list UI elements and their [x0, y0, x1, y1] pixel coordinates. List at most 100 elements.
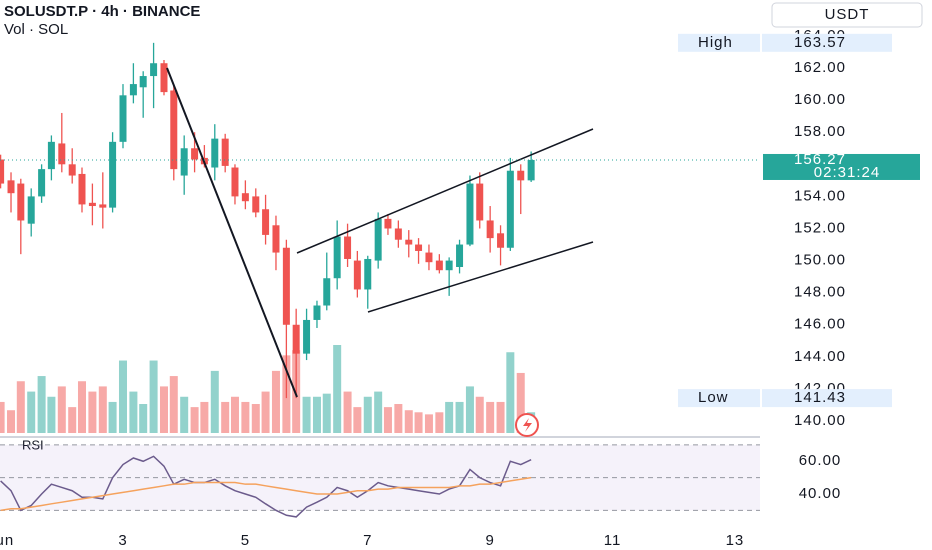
volume-bar [149, 360, 158, 433]
candle-body [374, 218, 382, 261]
candle-body [313, 305, 321, 320]
volume-bar [251, 404, 260, 433]
volume-bar [169, 376, 178, 433]
x-tick-label: 11 [604, 532, 622, 549]
candle-body [506, 170, 514, 248]
volume-bar [27, 391, 36, 433]
volume-bar [88, 391, 97, 433]
y-tick-label: 144.00 [794, 348, 846, 365]
channel-lower [367, 241, 594, 313]
candle-body [272, 225, 280, 253]
volume-bar [496, 401, 505, 433]
candle-body [344, 236, 352, 259]
volume-bar [261, 391, 270, 433]
volume-bar [47, 396, 56, 433]
x-tick-label: 3 [118, 532, 127, 549]
candle-body [415, 244, 423, 251]
volume-bar [16, 381, 25, 433]
volume-bar [230, 396, 239, 433]
volume-bar [180, 396, 189, 433]
chart-title: SOLUSDT.P · 4h · BINANCE [4, 3, 200, 20]
volume-bar [0, 401, 5, 433]
volume-bar [486, 401, 495, 433]
volume-bar [312, 396, 321, 433]
candle-body [99, 204, 107, 208]
volume-bar [394, 404, 403, 433]
volume-bar [475, 396, 484, 433]
volume-bar [129, 391, 138, 433]
candle-body [252, 196, 260, 213]
x-tick-label: Jun [0, 532, 14, 549]
currency-button[interactable] [771, 2, 923, 28]
candle-body [109, 141, 117, 208]
volume-bar [210, 370, 219, 433]
volume-bar [353, 407, 362, 433]
y-tick-label: 162.00 [794, 59, 846, 76]
candle-body [323, 278, 331, 306]
candle-body [78, 173, 86, 205]
annotation-value: 141.43 [794, 389, 846, 406]
candle-body [38, 169, 46, 197]
volume-bar [374, 391, 383, 433]
candle-body [497, 233, 505, 248]
candle-body [466, 183, 474, 245]
candle-body [170, 90, 178, 170]
annotation-value-box [762, 389, 892, 408]
volume-bar [333, 345, 342, 433]
volume-bar [445, 401, 454, 433]
volume-bar [322, 393, 331, 433]
volume-bar [37, 376, 46, 433]
annotation-tag [678, 389, 760, 408]
candle-body [88, 202, 96, 207]
x-tick-label: 9 [485, 532, 494, 549]
volume-bar [506, 352, 515, 433]
y-tick-label: 146.00 [794, 316, 846, 333]
volume-bar [363, 396, 372, 433]
candle-body [129, 84, 137, 96]
volume-bar [98, 386, 107, 433]
candle-body [191, 148, 199, 160]
volume-bar [424, 414, 433, 433]
indicator-title: RSI [22, 437, 44, 452]
y-tick-label: 160.00 [794, 91, 846, 108]
candle-body [364, 258, 372, 290]
price-pane [0, 42, 536, 433]
candle-body [211, 138, 219, 168]
last-price: 156.27 [794, 151, 846, 168]
candle-body [58, 143, 66, 165]
volume-bar [455, 401, 464, 433]
volume-label: Vol · SOL [4, 21, 68, 38]
candle-body [241, 193, 249, 202]
candle-body [435, 260, 443, 271]
volume-bar [343, 391, 352, 433]
rsi-tick-label: 40.00 [799, 485, 842, 502]
candle-body [394, 228, 402, 240]
volume-bar [57, 386, 66, 433]
rsi-line [0, 476, 532, 512]
event-icon-bolt [523, 418, 532, 432]
last-price-tag [763, 153, 920, 180]
volume-bar [221, 401, 230, 433]
candle-body [425, 252, 433, 263]
candle-body [405, 239, 413, 245]
y-tick-label: 158.00 [794, 123, 846, 140]
volume-bar [139, 404, 148, 433]
candle-body [486, 220, 494, 239]
candle-body [17, 183, 25, 221]
candle-body [476, 183, 484, 221]
channel-upper [296, 128, 594, 254]
volume-bar [118, 360, 127, 433]
volume-bar [271, 370, 280, 433]
volume-bar [200, 401, 209, 433]
candle-body [353, 260, 361, 290]
annotation-value: 163.57 [794, 34, 846, 51]
volume-bar [108, 401, 117, 433]
x-tick-label: 5 [241, 532, 250, 549]
candle-body [119, 95, 127, 142]
annotation-tag [678, 33, 760, 52]
candle-body [333, 236, 341, 279]
volume-bar [241, 401, 250, 433]
volume-bar [435, 412, 444, 433]
candle-body [7, 180, 15, 194]
